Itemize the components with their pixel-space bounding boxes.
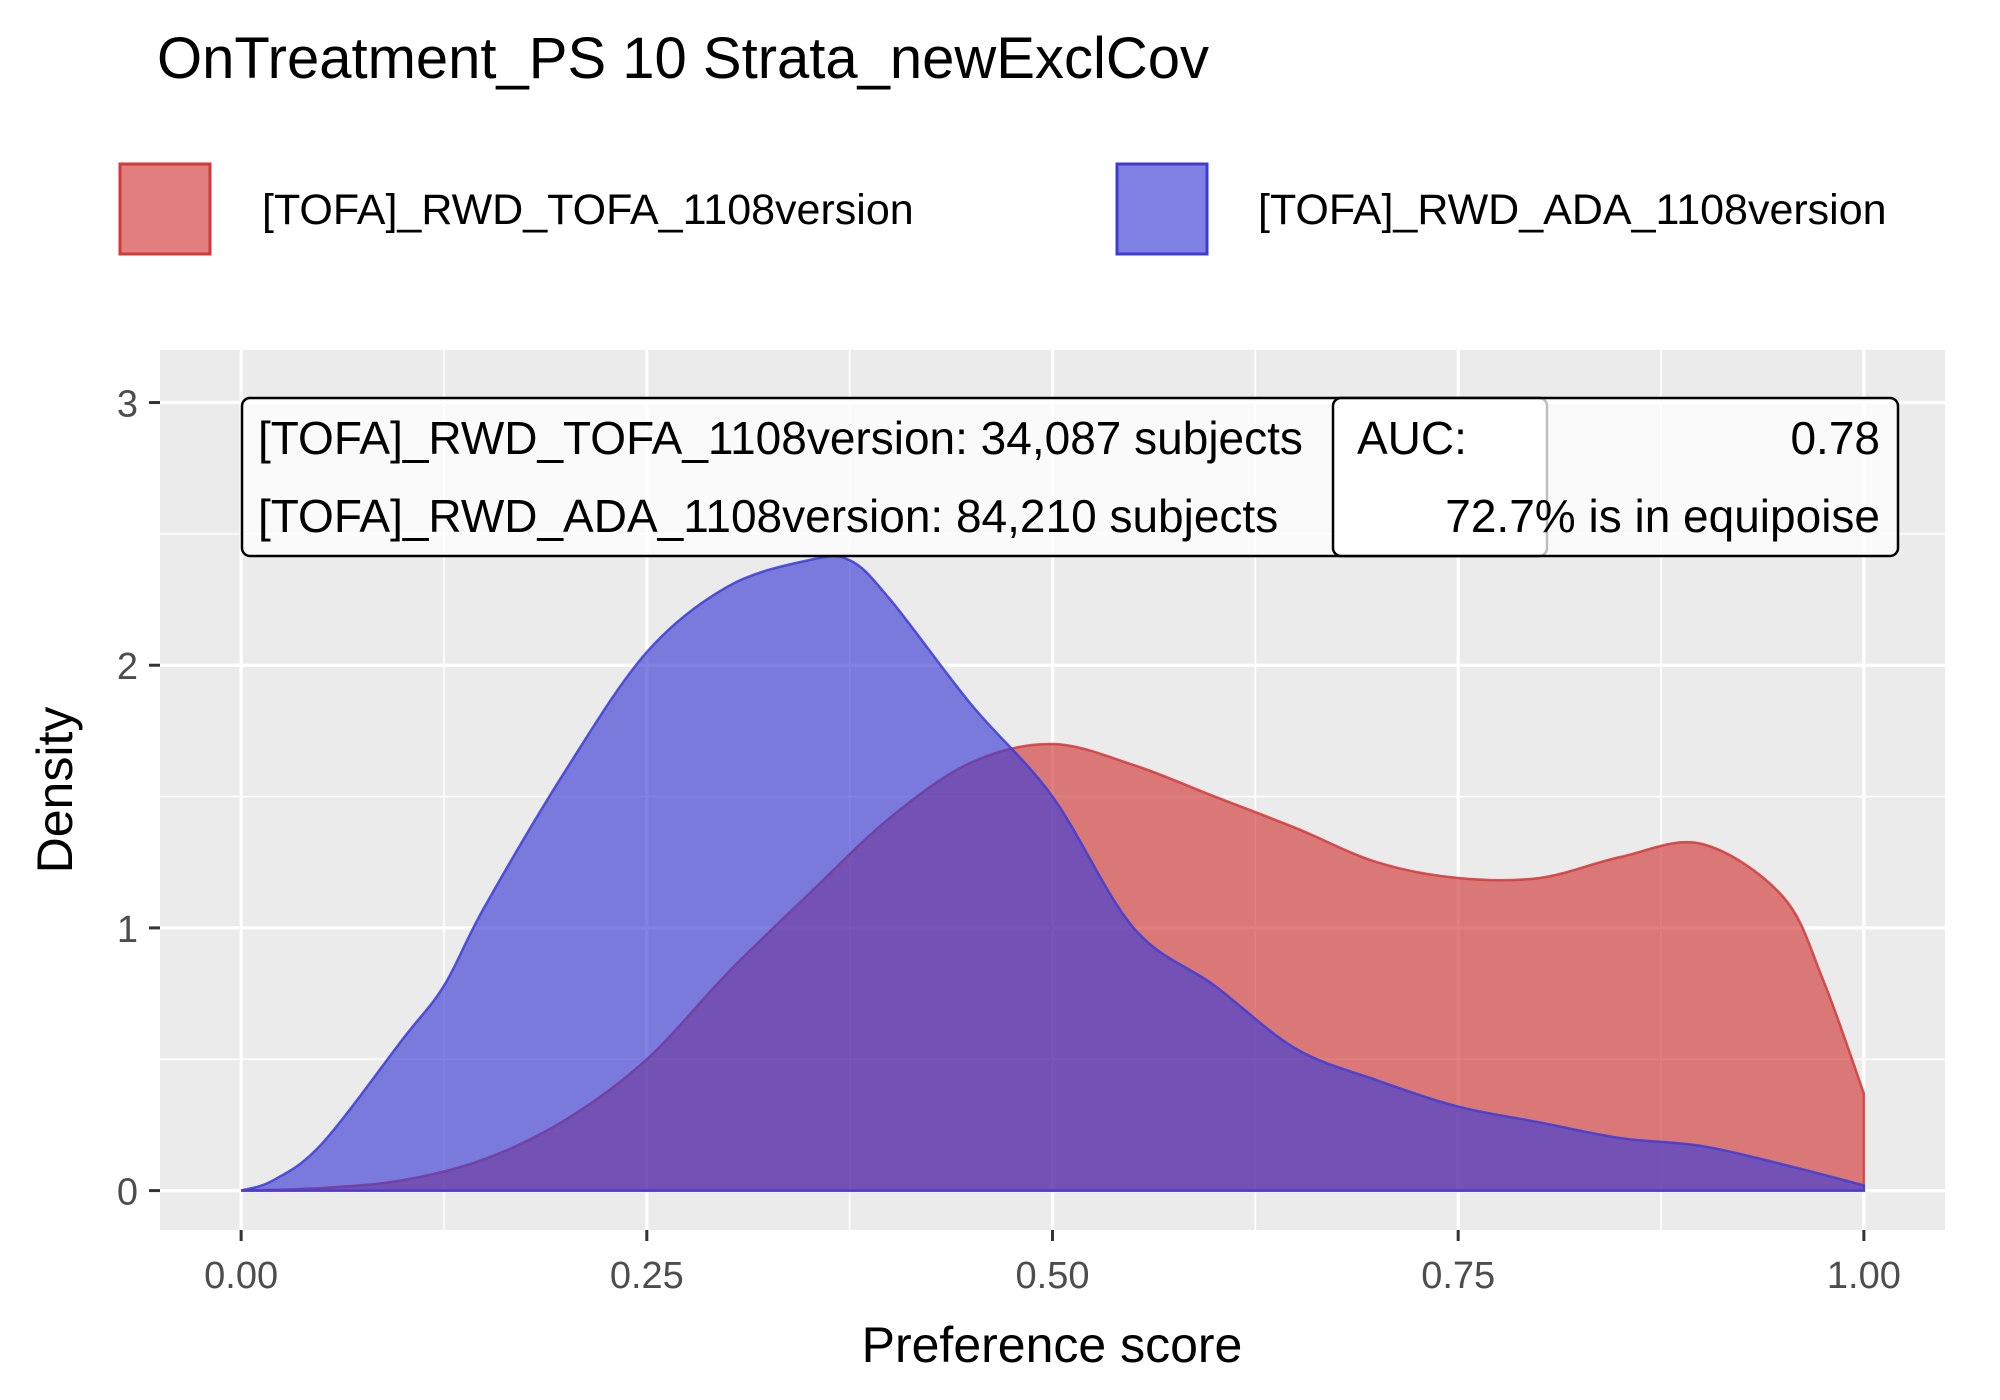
legend-label-ada: [TOFA]_RWD_ADA_1108version: [1258, 186, 1887, 234]
y-tick-label: 1: [117, 909, 138, 951]
legend-item-ada: [TOFA]_RWD_ADA_1108version: [1115, 162, 1887, 256]
y-tick-label: 3: [117, 384, 138, 426]
chart-title: OnTreatment_PS 10 Strata_newExclCov: [157, 26, 1209, 91]
density-area-ada: [240, 554, 1866, 1192]
counts-line-tofa: [TOFA]_RWD_TOFA_1108version: 34,087 subj…: [258, 412, 1303, 464]
auc-value: 0.78: [1790, 412, 1880, 464]
x-tick-label: 0.50: [1016, 1255, 1090, 1297]
legend-swatch-tofa: [118, 162, 212, 256]
legend: [TOFA]_RWD_TOFA_1108version [TOFA]_RWD_A…: [118, 162, 1887, 256]
x-tick-label: 1.00: [1827, 1255, 1901, 1297]
density-areas: [240, 554, 1866, 1192]
auc-annotation: AUC: 0.78 72.7% is in equipoise: [1331, 396, 1900, 558]
legend-label-tofa: [TOFA]_RWD_TOFA_1108version: [262, 186, 914, 234]
auc-label: AUC:: [1357, 412, 1467, 464]
x-tick-label: 0.00: [204, 1255, 278, 1297]
x-axis-title: Preference score: [862, 1317, 1243, 1373]
legend-swatch-ada: [1115, 162, 1209, 256]
x-axis: 0.00 0.25 0.50 0.75 1.00: [204, 1230, 1901, 1297]
y-tick-label: 0: [117, 1172, 138, 1214]
y-tick-label: 2: [117, 646, 138, 688]
x-tick-label: 0.25: [610, 1255, 684, 1297]
y-axis-title: Density: [27, 707, 83, 874]
counts-annotation: [TOFA]_RWD_TOFA_1108version: 34,087 subj…: [240, 396, 1549, 558]
equipoise-text: 72.7% is in equipoise: [1445, 490, 1880, 542]
counts-line-ada: [TOFA]_RWD_ADA_1108version: 84,210 subje…: [258, 490, 1278, 542]
x-tick-label: 0.75: [1421, 1255, 1495, 1297]
legend-item-tofa: [TOFA]_RWD_TOFA_1108version: [118, 162, 914, 256]
y-axis: 0 1 2 3: [117, 384, 160, 1214]
auc-box: [1331, 396, 1900, 558]
